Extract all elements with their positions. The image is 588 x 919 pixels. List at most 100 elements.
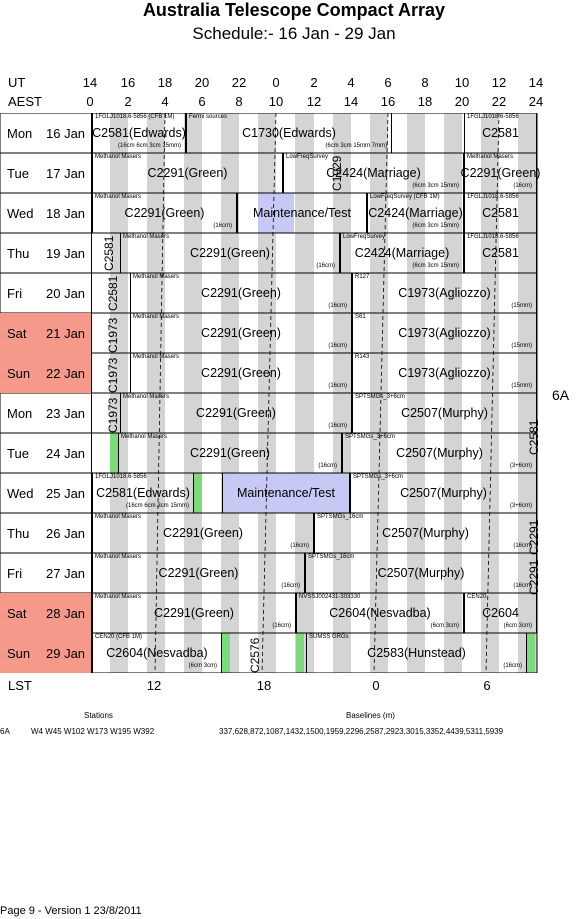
day-row-label: Sun 22 Jan: [0, 353, 92, 393]
day-row-label: Mon 23 Jan: [0, 393, 92, 433]
event-source: Methanol Masers: [95, 554, 142, 560]
ut-tick: 10: [454, 75, 470, 90]
event-project: C2291(Green): [158, 566, 239, 580]
event-band: (3+6cm): [509, 503, 532, 509]
event-band: (15mm): [511, 383, 532, 389]
event-band: (16cm): [513, 543, 532, 549]
stations-label: Stations: [84, 711, 113, 720]
day-date: 29 Jan: [46, 646, 86, 661]
event-source: 1FGLJ1018.6-5856: [467, 114, 519, 120]
baselines-label: Baselines (m): [346, 711, 395, 720]
event-band: (15mm): [511, 303, 532, 309]
schedule-event: SPTSMGs_3+6cm C2507(Murphy) (3+6cm): [350, 473, 537, 513]
schedule-event: CEN20 C2604 (6cm 3cm): [464, 593, 537, 633]
vertical-project-label: C2291: [527, 559, 541, 595]
day-date: 16 Jan: [46, 126, 86, 141]
aest-label: AEST: [8, 94, 42, 109]
ut-tick: 6: [384, 75, 392, 90]
day-name: Mon: [7, 126, 33, 141]
event-source: R127: [355, 274, 370, 280]
event-project: C2581(Edwards): [96, 486, 190, 500]
day-row-label: Thu 26 Jan: [0, 513, 92, 553]
schedule-event: Methanol Masers C2291(Green) (16cm): [130, 313, 352, 353]
aest-tick: 2: [124, 94, 132, 109]
event-project: C2291(Green): [124, 206, 205, 220]
green-marker: [296, 633, 304, 673]
vertical-project-label: C1973: [106, 317, 120, 353]
aest-tick: 12: [306, 94, 322, 109]
day-row-label: Wed 18 Jan: [0, 193, 92, 233]
day-name: Tue: [7, 446, 29, 461]
event-band: (16cm): [328, 343, 347, 349]
page-title: Australia Telescope Compact Array: [142, 0, 446, 20]
event-project: C1730(Edwards): [242, 126, 336, 140]
schedule-event: 1FGLJ1018.6-5856 C2581(Edwards) (16cm 6cm …: [92, 473, 194, 513]
event-band: (16cm): [503, 663, 522, 669]
event-source: Methanol Masers: [467, 154, 514, 160]
event-source: Methanol Masers: [95, 514, 142, 520]
event-source: SPTSMGs_3+6cm: [353, 474, 403, 480]
event-source: Methanol Masers: [133, 274, 180, 280]
event-project: C2581: [482, 126, 519, 140]
day-date: 25 Jan: [46, 486, 86, 501]
event-project: C2604: [482, 606, 519, 620]
schedule-event: NVSSJ002431-303330 C2604(Nesvadba) (6cm 3c…: [296, 593, 464, 633]
event-project: C2291(Green): [147, 166, 228, 180]
lst-dash-line: [154, 113, 166, 673]
event-band: (16cm): [328, 423, 347, 429]
vertical-project-label: C1929: [330, 155, 344, 191]
event-project: C2424(Marriage): [326, 166, 421, 180]
event-source: LowFreqSurvey: [343, 234, 386, 240]
day-date: 18 Jan: [46, 206, 86, 221]
vertical-project-label: C2581: [106, 275, 120, 311]
schedule-event: SPTSMGs_16cm C2507(Murphy) (16cm): [305, 553, 537, 593]
day-name: Mon: [7, 406, 33, 421]
event-source: LowFreqSurvey (CFB 1M): [370, 194, 440, 200]
event-project: C2507(Murphy): [401, 406, 488, 420]
schedule-event: 1FGLJ1018.6-5856 C2581: [464, 233, 537, 273]
event-project: C2507(Murphy): [377, 566, 465, 580]
event-band: (16cm): [316, 263, 335, 269]
aest-tick: 20: [454, 94, 470, 109]
event-band: (6cm 3cm 15mm 7mm): [325, 143, 387, 149]
day-name: Sun: [7, 366, 31, 381]
ut-tick: 20: [194, 75, 210, 90]
vertical-project-label: C2581: [102, 235, 116, 271]
day-name: Sun: [7, 646, 31, 661]
event-band: (6cm 3cm 15mm): [412, 223, 459, 229]
event-source: CEN20 (CFB 1M): [95, 634, 143, 640]
vertical-project-label: C2576: [248, 637, 262, 673]
schedule-event: CEN20 (CFB 1M) C2604(Nesvadba) (6cm 3cm): [92, 633, 222, 673]
schedule-event: 1FGLJ1018.6-5856 C2581: [464, 193, 537, 233]
event-band: (6cm 3cm): [188, 663, 217, 669]
maintenance-highlight: [258, 193, 294, 233]
event-source: Methanol Masers: [123, 234, 170, 240]
schedule-event: Methanol Masers C2291(Green) (16cm): [118, 433, 342, 473]
event-project: C1973(Agliozzo): [398, 366, 491, 380]
lst-tick: 0: [372, 678, 380, 693]
lst-tick: 12: [146, 678, 162, 693]
day-row-label: Sun 29 Jan: [0, 633, 92, 673]
event-source: LowFreqSurvey: [286, 154, 329, 160]
day-name: Thu: [7, 526, 30, 541]
event-source: Methanol Masers: [133, 314, 180, 320]
stations-value: W4 W45 W102 W173 W195 W392: [31, 727, 155, 736]
event-project: C1973(Agliozzo): [398, 326, 491, 340]
day-row-label: Fri 27 Jan: [0, 553, 92, 593]
schedule-event: LowFreqSurvey C2424(Marriage) (6cm 3cm 15m…: [340, 233, 464, 273]
event-project: C2583(Hunstead): [367, 646, 466, 660]
event-source: 1FGLJ1018.6-5856: [467, 234, 519, 240]
schedule-event: Methanol Masers C2291(Green) (16cm): [120, 233, 340, 273]
vertical-project-label: C1973: [106, 397, 120, 433]
aest-tick: 16: [380, 94, 396, 109]
aest-tick: 8: [235, 94, 243, 109]
lst-tick: 18: [256, 678, 272, 693]
day-row-label: Fri 20 Jan: [0, 273, 92, 313]
day-name: Fri: [7, 286, 23, 301]
event-band: (16cm): [213, 223, 232, 229]
green-marker: [194, 473, 202, 513]
ut-tick: 4: [347, 75, 355, 90]
aest-tick: 22: [491, 94, 507, 109]
ut-tick: 8: [421, 75, 429, 90]
event-source: Methanol Masers: [95, 194, 142, 200]
